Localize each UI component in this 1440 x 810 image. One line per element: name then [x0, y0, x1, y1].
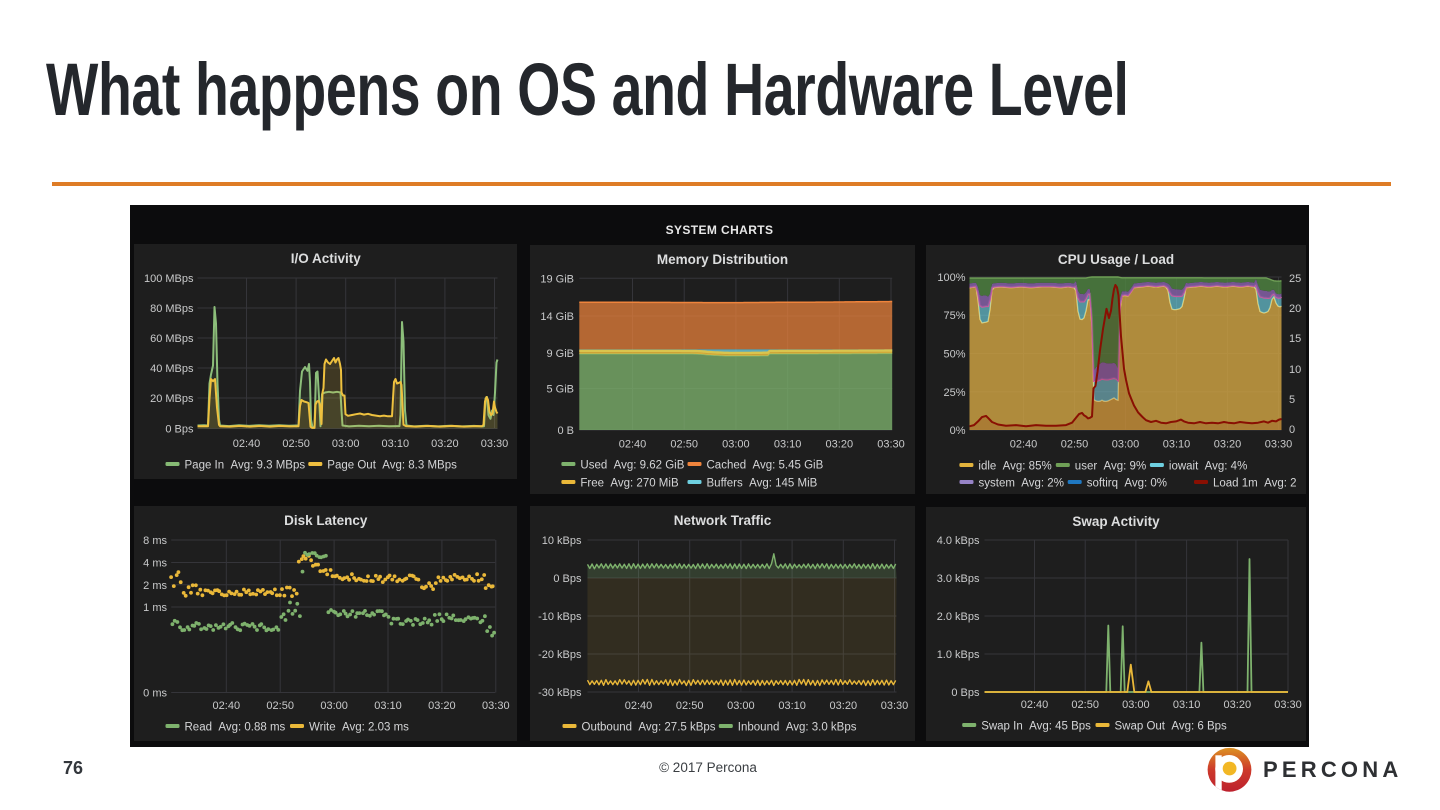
svg-text:Buffers Avg: 145 MiB: Buffers Avg: 145 MiB: [706, 478, 817, 490]
svg-text:02:50: 02:50: [1060, 439, 1088, 451]
svg-text:Read Avg: 0.88 ms: Read Avg: 0.88 ms: [184, 722, 285, 734]
svg-text:I/O Activity: I/O Activity: [290, 251, 361, 266]
svg-text:02:50: 02:50: [670, 439, 698, 451]
svg-text:25: 25: [1289, 273, 1301, 285]
svg-text:Disk Latency: Disk Latency: [284, 513, 368, 528]
svg-text:03:20: 03:20: [431, 438, 459, 450]
svg-text:02:50: 02:50: [1071, 699, 1099, 711]
svg-text:user Avg: 9%: user Avg: 9%: [1074, 461, 1145, 473]
svg-text:02:40: 02:40: [232, 438, 260, 450]
svg-text:2 ms: 2 ms: [143, 580, 167, 592]
svg-text:20: 20: [1289, 303, 1301, 315]
svg-text:03:10: 03:10: [773, 439, 801, 451]
svg-text:-10 kBps: -10 kBps: [538, 611, 582, 623]
svg-text:02:40: 02:40: [624, 700, 652, 712]
svg-text:idle Avg: 85%: idle Avg: 85%: [978, 461, 1051, 473]
svg-text:50%: 50%: [943, 349, 965, 361]
svg-text:03:20: 03:20: [825, 439, 853, 451]
svg-text:19 GiB: 19 GiB: [540, 273, 574, 285]
svg-text:-20 kBps: -20 kBps: [538, 649, 582, 661]
svg-text:03:20: 03:20: [1223, 699, 1251, 711]
svg-text:02:50: 02:50: [675, 700, 703, 712]
svg-text:softirq Avg: 0%: softirq Avg: 0%: [1086, 478, 1166, 490]
svg-text:02:40: 02:40: [1009, 439, 1037, 451]
svg-text:100%: 100%: [937, 272, 965, 284]
svg-text:03:00: 03:00: [331, 438, 359, 450]
svg-text:20 MBps: 20 MBps: [150, 393, 194, 405]
svg-text:9 GiB: 9 GiB: [546, 348, 574, 360]
svg-text:03:10: 03:10: [1172, 699, 1200, 711]
svg-text:2.0 kBps: 2.0 kBps: [936, 611, 979, 623]
svg-text:Page In Avg: 9.3 MBps: Page In Avg: 9.3 MBps: [184, 460, 305, 472]
svg-text:-30 kBps: -30 kBps: [538, 687, 582, 699]
svg-text:03:10: 03:10: [778, 700, 806, 712]
svg-text:03:00: 03:00: [320, 700, 348, 712]
svg-text:0: 0: [1289, 424, 1295, 436]
svg-text:Free Avg: 270 MiB: Free Avg: 270 MiB: [580, 478, 679, 490]
svg-text:0 B: 0 B: [557, 425, 574, 437]
svg-text:03:10: 03:10: [1162, 439, 1190, 451]
svg-text:03:00: 03:00: [1111, 439, 1139, 451]
svg-text:03:30: 03:30: [1264, 439, 1292, 451]
svg-text:02:40: 02:40: [618, 439, 646, 451]
svg-text:0 Bps: 0 Bps: [553, 573, 582, 585]
svg-text:03:30: 03:30: [482, 700, 510, 712]
svg-text:5: 5: [1289, 394, 1295, 406]
svg-text:0 Bps: 0 Bps: [951, 687, 980, 699]
svg-text:10: 10: [1289, 364, 1301, 376]
svg-text:02:40: 02:40: [1020, 699, 1048, 711]
svg-text:Swap Activity: Swap Activity: [1072, 514, 1160, 529]
svg-text:02:50: 02:50: [282, 438, 310, 450]
svg-text:Cached Avg: 5.45 GiB: Cached Avg: 5.45 GiB: [706, 460, 823, 472]
svg-text:03:10: 03:10: [381, 438, 409, 450]
svg-text:75%: 75%: [943, 310, 965, 322]
svg-text:Load 1m Avg: 2: Load 1m Avg: 2: [1213, 478, 1297, 490]
svg-text:Swap In Avg: 45 Bps: Swap In Avg: 45 Bps: [981, 721, 1091, 733]
svg-text:02:50: 02:50: [266, 700, 294, 712]
svg-text:4.0 kBps: 4.0 kBps: [936, 535, 979, 547]
svg-text:03:30: 03:30: [880, 700, 908, 712]
svg-text:Network Traffic: Network Traffic: [673, 513, 771, 528]
svg-text:3.0 kBps: 3.0 kBps: [936, 573, 979, 585]
svg-text:100 MBps: 100 MBps: [143, 273, 193, 285]
svg-text:iowait Avg: 4%: iowait Avg: 4%: [1168, 461, 1246, 473]
svg-text:80 MBps: 80 MBps: [150, 303, 194, 315]
svg-text:03:00: 03:00: [727, 700, 755, 712]
svg-text:03:20: 03:20: [1213, 439, 1241, 451]
svg-text:8 ms: 8 ms: [143, 535, 167, 547]
svg-text:03:10: 03:10: [374, 700, 402, 712]
svg-text:CPU Usage / Load: CPU Usage / Load: [1057, 252, 1173, 267]
svg-text:0 ms: 0 ms: [143, 688, 167, 700]
svg-text:Page Out Avg: 8.3 MBps: Page Out Avg: 8.3 MBps: [327, 460, 457, 472]
svg-text:1 ms: 1 ms: [143, 602, 167, 614]
svg-text:4 ms: 4 ms: [143, 558, 167, 570]
svg-text:25%: 25%: [943, 387, 965, 399]
svg-text:40 MBps: 40 MBps: [150, 363, 194, 375]
svg-text:system Avg: 2%: system Avg: 2%: [978, 478, 1063, 490]
svg-text:0 Bps: 0 Bps: [165, 424, 194, 436]
svg-text:1.0 kBps: 1.0 kBps: [936, 649, 979, 661]
svg-text:Used Avg: 9.62 GiB: Used Avg: 9.62 GiB: [580, 460, 684, 472]
svg-text:03:30: 03:30: [877, 439, 905, 451]
svg-text:03:20: 03:20: [428, 700, 456, 712]
svg-text:03:30: 03:30: [480, 438, 508, 450]
svg-text:Outbound Avg: 27.5 kBps: Outbound Avg: 27.5 kBps: [581, 722, 715, 734]
svg-text:03:00: 03:00: [722, 439, 750, 451]
svg-text:02:40: 02:40: [212, 700, 240, 712]
svg-text:03:20: 03:20: [829, 700, 857, 712]
svg-text:03:00: 03:00: [1122, 699, 1150, 711]
svg-text:Inbound Avg: 3.0 kBps: Inbound Avg: 3.0 kBps: [737, 722, 856, 734]
svg-text:14 GiB: 14 GiB: [540, 311, 574, 323]
svg-text:Write Avg: 2.03 ms: Write Avg: 2.03 ms: [309, 722, 409, 734]
svg-text:10 kBps: 10 kBps: [541, 535, 581, 547]
svg-text:Memory Distribution: Memory Distribution: [656, 252, 787, 267]
svg-text:0%: 0%: [949, 425, 965, 437]
svg-text:60 MBps: 60 MBps: [150, 333, 194, 345]
svg-text:03:30: 03:30: [1274, 699, 1302, 711]
svg-text:15: 15: [1289, 333, 1301, 345]
svg-text:5 GiB: 5 GiB: [546, 384, 574, 396]
svg-text:Swap Out Avg: 6 Bps: Swap Out Avg: 6 Bps: [1114, 721, 1227, 733]
